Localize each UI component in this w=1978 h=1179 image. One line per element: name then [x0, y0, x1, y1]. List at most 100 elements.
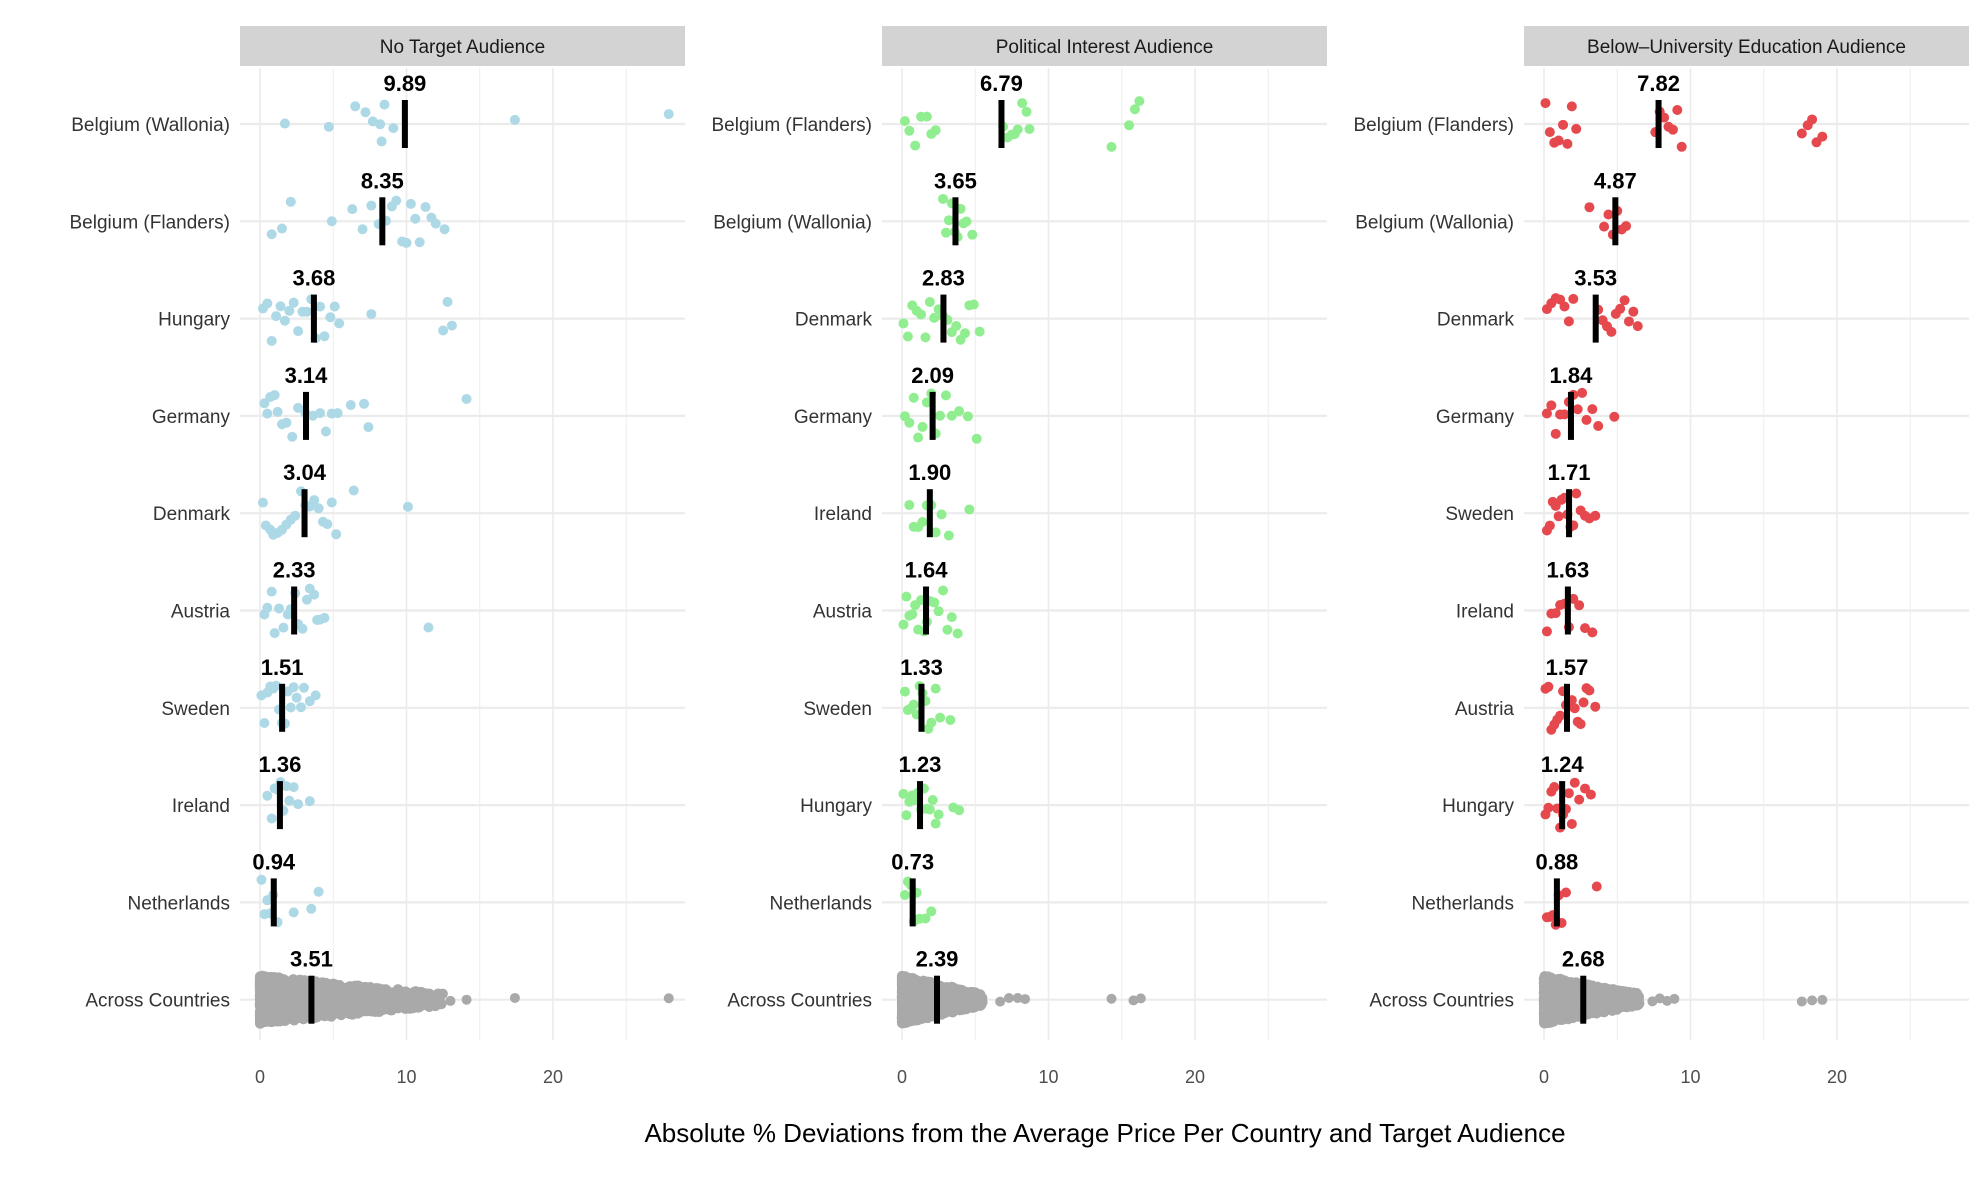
data-point [1807, 114, 1818, 125]
pooled-point [1593, 998, 1605, 1009]
pooled-point [362, 999, 373, 1010]
data-point [414, 237, 425, 248]
data-point [974, 326, 985, 337]
median-marker [1566, 489, 1573, 538]
x-tick-label: 20 [1185, 1067, 1205, 1087]
data-point [936, 509, 947, 520]
data-point [388, 123, 399, 134]
data-point [293, 402, 304, 413]
data-point [971, 433, 982, 444]
data-point [326, 497, 337, 508]
data-point [930, 818, 941, 829]
panel-3: Below–University Education Audience Belgi… [1354, 26, 1969, 1087]
category-label: Belgium (Wallonia) [71, 115, 230, 136]
data-point [951, 321, 962, 332]
data-point [907, 609, 918, 620]
data-point [921, 397, 932, 408]
data-point [1566, 818, 1577, 829]
pooled-point [374, 997, 386, 1008]
pooled-point [916, 1001, 927, 1012]
data-point [366, 309, 377, 320]
data-point [271, 680, 282, 691]
pooled-point [255, 1015, 266, 1026]
median-marker [401, 100, 408, 148]
data-point [331, 529, 342, 540]
data-point [313, 503, 324, 514]
median-marker [1559, 781, 1566, 830]
data-point [1021, 106, 1032, 117]
pooled-point [902, 975, 913, 986]
data-point [1106, 993, 1117, 1004]
data-point [1580, 623, 1591, 634]
data-point [1590, 701, 1601, 712]
data-point [1541, 626, 1552, 637]
data-point [405, 198, 416, 209]
pooled-point [259, 991, 271, 1003]
data-point [916, 309, 927, 320]
median-label: 1.57 [1546, 655, 1589, 680]
data-point [366, 200, 377, 211]
pooled-point [295, 996, 307, 1007]
data-point [1559, 301, 1570, 312]
data-point [959, 328, 970, 339]
median-label: 1.36 [259, 752, 302, 777]
data-point [1584, 685, 1595, 696]
data-point [461, 994, 472, 1005]
data-point [323, 121, 334, 132]
x-tick-label: 20 [1827, 1067, 1847, 1087]
data-point [1568, 293, 1579, 304]
data-point [913, 432, 924, 443]
median-marker [308, 975, 315, 1024]
median-label: 3.14 [285, 363, 329, 388]
data-point [262, 602, 273, 613]
pooled-point [282, 1007, 293, 1018]
median-label: 3.04 [283, 460, 327, 485]
data-point [954, 805, 965, 816]
data-point [930, 527, 941, 538]
data-point [1590, 510, 1601, 521]
data-point [1546, 400, 1557, 411]
data-point [319, 612, 330, 623]
data-point [278, 622, 289, 633]
pooled-point [1549, 1000, 1560, 1012]
data-point [938, 585, 949, 596]
category-label: Germany [1436, 407, 1515, 428]
data-point [926, 906, 937, 917]
data-point [1669, 993, 1680, 1004]
panel-strip [882, 26, 1327, 66]
data-point [296, 702, 307, 713]
median-marker [923, 586, 930, 635]
data-point [1553, 511, 1564, 522]
median-label: 3.68 [292, 266, 335, 291]
data-point [904, 125, 915, 136]
data-point [402, 501, 413, 512]
category-label: Belgium (Flanders) [712, 115, 873, 136]
data-point [310, 690, 321, 701]
data-point [920, 332, 931, 343]
data-point [274, 603, 285, 614]
data-point [945, 715, 956, 726]
data-point [943, 530, 954, 541]
data-point [952, 628, 963, 639]
median-marker [934, 975, 941, 1024]
data-point [1796, 996, 1807, 1007]
data-point [942, 624, 953, 635]
median-label: 0.94 [252, 849, 296, 874]
data-point [924, 804, 935, 815]
data-point [1569, 777, 1580, 788]
data-point [1124, 120, 1135, 131]
data-point [1017, 98, 1028, 109]
category-label: Hungary [800, 796, 872, 817]
data-point [933, 809, 944, 820]
category-label: Netherlands [1412, 893, 1514, 914]
data-point [423, 622, 434, 633]
data-point [899, 889, 910, 900]
data-point [430, 218, 441, 229]
pooled-point [1600, 985, 1611, 997]
pooled-point [324, 1006, 335, 1017]
median-marker [952, 197, 959, 246]
data-point [1543, 802, 1554, 813]
pooled-point [435, 990, 446, 1001]
data-point [315, 408, 326, 419]
